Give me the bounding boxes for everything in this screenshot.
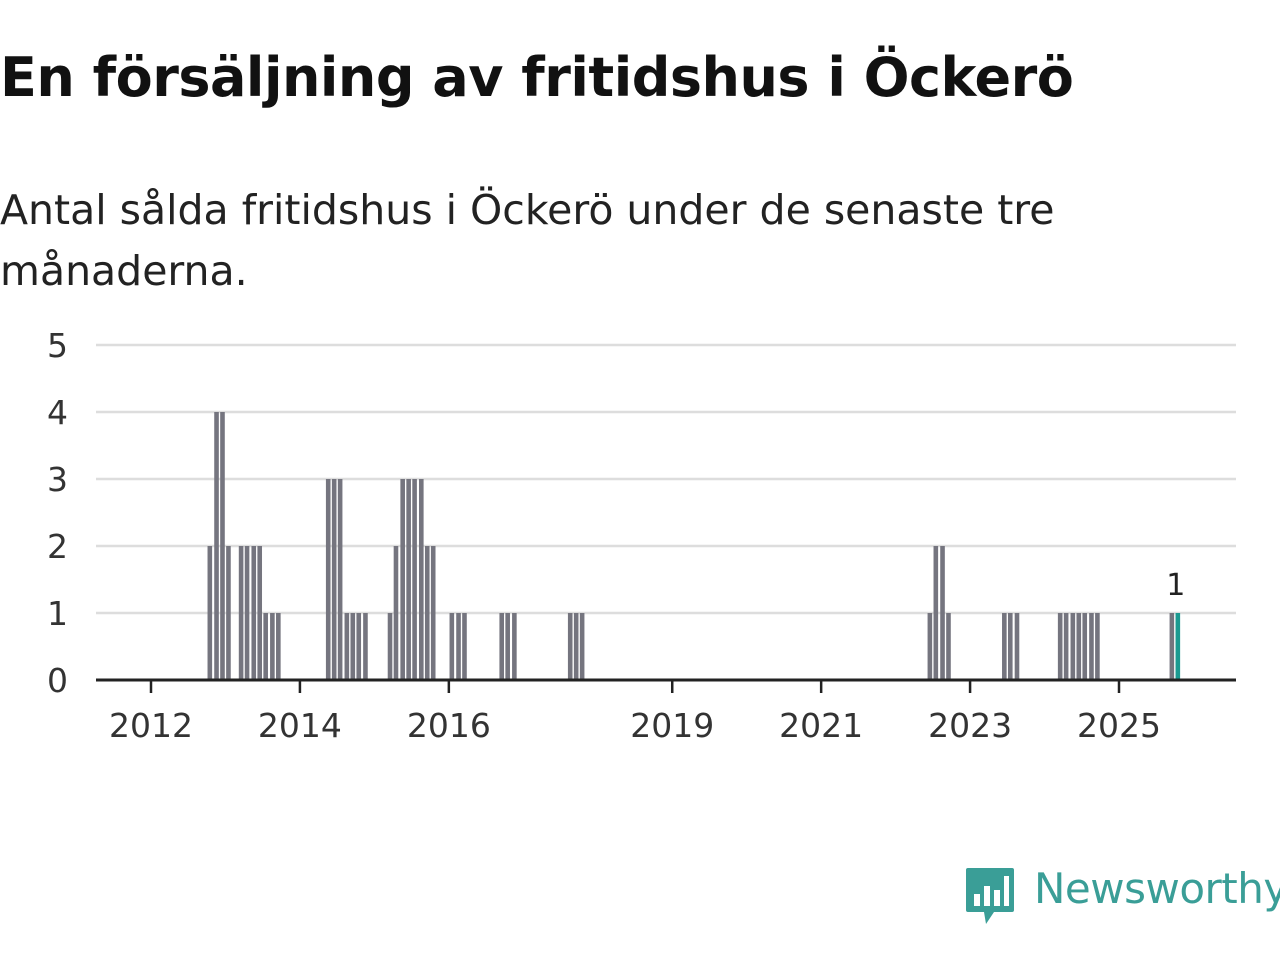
bar [1082,613,1088,680]
bar [579,613,585,680]
bar [257,546,263,680]
bar [412,479,417,680]
x-tick-label: 2019 [630,706,714,745]
bar [946,613,951,680]
y-tick-label: 3 [47,460,68,499]
bar [573,613,579,680]
bar [430,546,436,680]
bar [207,546,213,680]
y-tick-label: 5 [47,326,68,365]
bar [406,479,411,680]
bar [1070,613,1076,680]
highlight-bar [1175,613,1181,680]
bar [1095,613,1100,680]
y-tick-label: 1 [47,594,68,633]
bar [276,613,281,680]
x-tick-label: 2023 [928,706,1012,745]
bar [325,479,331,680]
chart-title: En försäljning av fritidshus i Öckerö [0,46,1074,109]
bar [226,546,231,680]
x-tick-label: 2014 [258,706,342,745]
bar [1063,613,1069,680]
bar [567,613,573,680]
bar [363,613,368,680]
bars [207,412,1181,680]
bar [1007,613,1013,680]
newsworthy-logo-icon [966,868,1014,924]
bar [1057,613,1063,680]
y-tick-label: 4 [47,393,68,432]
highlight-value-label: 1 [1166,568,1185,603]
x-tick-label: 2016 [407,706,491,745]
y-tick-label: 2 [47,527,68,566]
bar [1002,613,1007,680]
axes [96,678,1236,693]
newsworthy-logo: Newsworthy [964,864,1280,928]
bar [244,546,250,680]
bar [350,613,356,680]
bar [940,546,945,680]
bar [1089,613,1094,680]
bar [393,546,399,680]
bar [499,613,505,680]
bar [456,613,461,680]
bar [344,613,350,680]
bar [270,613,275,680]
chart-subtitle: Antal sålda fritidshus i Öckerö under de… [0,186,1055,295]
bar [387,613,393,680]
bar [1076,613,1082,680]
bar [424,546,430,680]
newsworthy-logo-text: Newsworthy [1034,864,1280,913]
bar [220,412,225,680]
y-tick-label: 0 [47,661,68,700]
x-tick-label: 2021 [779,706,863,745]
bar [331,479,337,680]
bar [418,479,424,680]
bar [238,546,244,680]
gridlines [96,343,1236,615]
bar-chart: 0 1 2 3 4 5 1 2012 2014 2016 2019 2021 2023 2025 [47,326,1236,745]
bar [505,613,510,680]
bar [337,479,343,680]
bar [462,613,467,680]
bar [1169,613,1175,680]
labels: 0 1 2 3 4 5 1 2012 2014 2016 2019 2021 2023 2025 [47,326,1185,745]
bar [400,479,405,680]
bar [214,412,219,680]
x-tick-label: 2025 [1077,706,1161,745]
bar [1014,613,1020,680]
x-tick-label: 2012 [109,706,193,745]
bar [512,613,517,680]
bar [263,613,268,680]
bar [356,613,362,680]
bar [449,613,455,680]
bar [251,546,257,680]
bar [933,546,939,680]
bar [927,613,933,680]
